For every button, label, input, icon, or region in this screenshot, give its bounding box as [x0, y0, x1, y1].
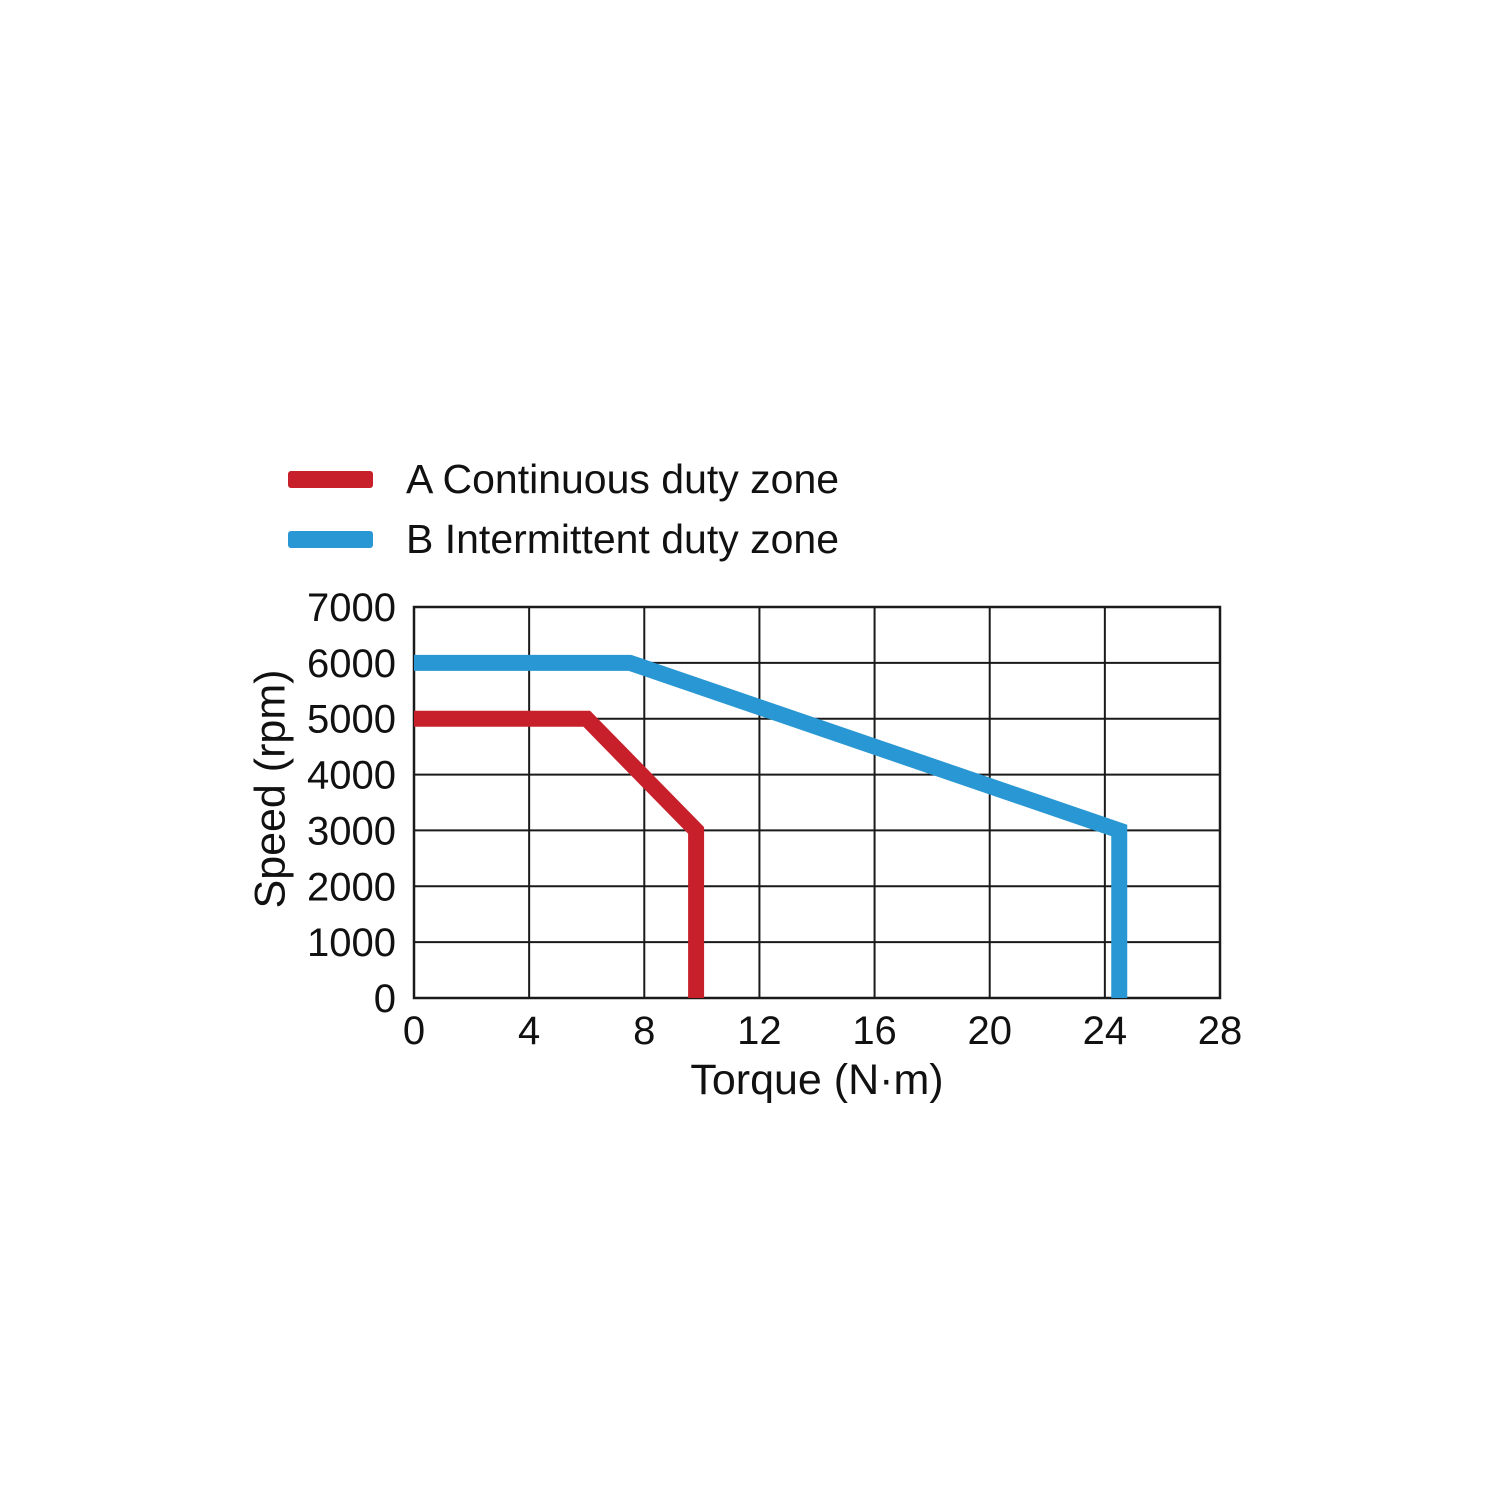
- y-tick-label: 3000: [307, 809, 396, 853]
- x-tick-label: 16: [852, 1009, 897, 1053]
- x-tick-label: 28: [1198, 1009, 1243, 1053]
- x-tick-label: 0: [403, 1009, 425, 1053]
- series-line-continuous: [414, 710, 705, 998]
- plot-border: [412, 605, 1222, 1000]
- x-axis-title: Torque (N·m): [690, 1056, 944, 1104]
- series-line-intermittent: [414, 654, 1128, 998]
- y-tick-label: 2000: [307, 865, 396, 909]
- legend-item-continuous: A Continuous duty zone: [288, 456, 839, 503]
- legend-label-continuous: A Continuous duty zone: [406, 456, 840, 502]
- x-tick-label: 8: [633, 1009, 655, 1053]
- x-tick-label: 24: [1083, 1009, 1128, 1053]
- y-tick-label: 4000: [307, 754, 396, 798]
- y-axis-title: Speed (rpm): [246, 669, 295, 909]
- legend-label-intermittent: B Intermittent duty zone: [406, 516, 840, 562]
- y-tick-label: 5000: [307, 698, 396, 742]
- legend-swatch-continuous: [288, 471, 373, 488]
- x-tick-label: 12: [737, 1009, 782, 1053]
- y-tick-label: 0: [374, 977, 396, 1021]
- y-tick-label: 1000: [307, 921, 396, 965]
- y-tick-label: 6000: [307, 642, 396, 686]
- legend-item-intermittent: B Intermittent duty zone: [288, 516, 839, 563]
- y-tick-label: 7000: [307, 586, 396, 630]
- legend-swatch-intermittent: [288, 531, 373, 548]
- x-tick-label: 4: [518, 1009, 540, 1053]
- legend: A Continuous duty zone B Intermittent du…: [288, 456, 839, 563]
- x-tick-label: 20: [967, 1009, 1012, 1053]
